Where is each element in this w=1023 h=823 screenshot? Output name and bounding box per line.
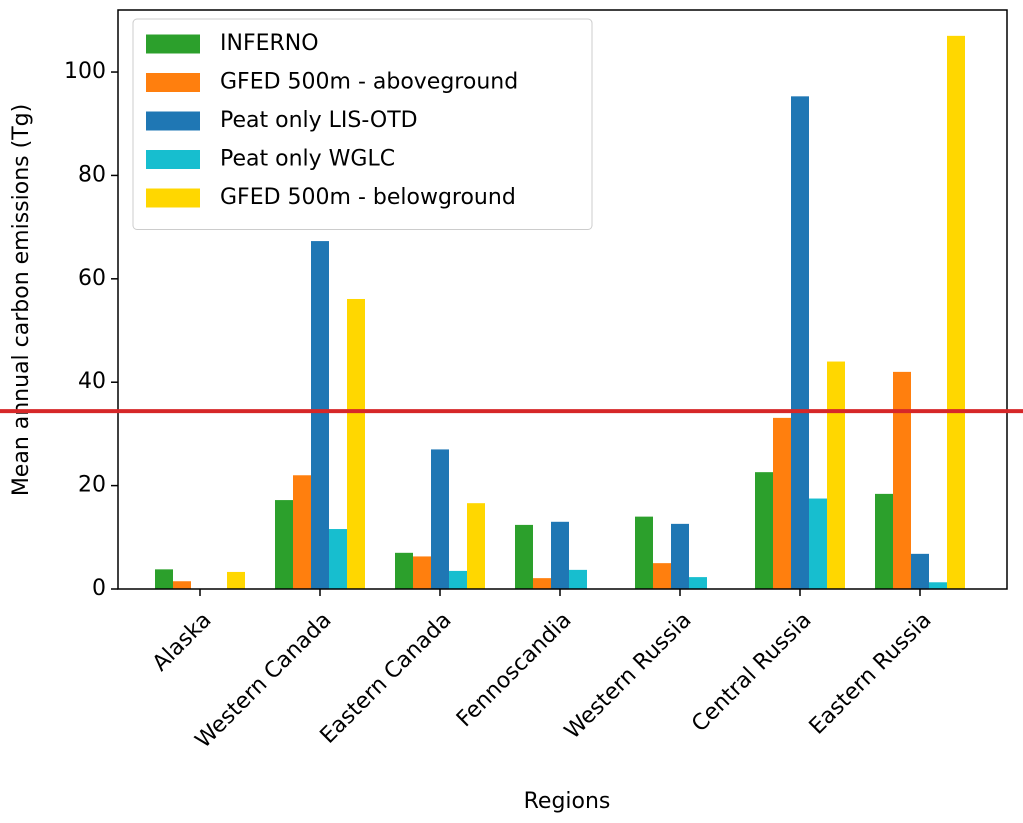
bar xyxy=(275,500,293,589)
x-tick-label: Eastern Canada xyxy=(316,608,457,749)
y-tick-label: 100 xyxy=(64,59,106,84)
plot-frame xyxy=(117,9,1008,590)
legend-swatch xyxy=(146,34,200,54)
legend-label: GFED 500m - belowground xyxy=(220,185,516,210)
legend-swatch xyxy=(146,150,200,169)
bar xyxy=(431,449,449,589)
bar xyxy=(791,96,809,589)
bar xyxy=(947,35,965,590)
bar xyxy=(395,552,413,589)
bar xyxy=(533,578,551,589)
bar xyxy=(227,571,245,589)
legend-label: GFED 500m - aboveground xyxy=(220,70,518,95)
bar xyxy=(155,569,173,589)
bar xyxy=(755,472,773,589)
bar xyxy=(875,493,893,589)
legend-swatch xyxy=(146,188,200,208)
y-tick-label: 40 xyxy=(78,369,106,394)
bar xyxy=(671,523,689,589)
bar xyxy=(413,556,431,589)
x-axis-label: Regions xyxy=(524,789,611,814)
legend-label: Peat only WGLC xyxy=(220,147,395,172)
bar xyxy=(311,241,329,589)
bar xyxy=(929,582,947,589)
x-tick-label: Alaska xyxy=(148,608,217,677)
bar xyxy=(911,553,929,589)
bar xyxy=(467,503,485,589)
legend-label: INFERNO xyxy=(220,31,319,56)
bar xyxy=(809,498,827,589)
bar xyxy=(773,417,791,589)
bar xyxy=(635,516,653,589)
y-tick-label: 80 xyxy=(78,162,106,187)
bar xyxy=(689,577,707,589)
legend-box xyxy=(132,18,593,230)
legend-swatch xyxy=(146,73,200,92)
bar xyxy=(173,581,191,589)
x-tick-label: Western Russia xyxy=(560,608,696,744)
bar xyxy=(827,361,845,589)
bar xyxy=(449,570,467,589)
legend-swatch xyxy=(146,111,200,131)
y-tick-label: 0 xyxy=(92,576,106,601)
y-axis-label: Mean annual carbon emissions (Tg) xyxy=(9,104,34,496)
bar xyxy=(347,298,365,589)
bar xyxy=(893,371,911,589)
legend-label: Peat only LIS-OTD xyxy=(220,108,418,133)
bar xyxy=(551,521,569,589)
x-tick-label: Western Canada xyxy=(191,608,337,754)
bar xyxy=(329,529,347,589)
x-tick-label: Eastern Russia xyxy=(805,608,937,740)
bar xyxy=(515,524,533,589)
bar xyxy=(293,475,311,589)
x-tick-label: Fennoscandia xyxy=(452,608,576,732)
y-tick-label: 60 xyxy=(78,266,106,291)
bar xyxy=(569,569,587,589)
y-tick-label: 20 xyxy=(78,473,106,498)
x-tick-label: Central Russia xyxy=(687,608,816,737)
bar xyxy=(653,563,671,589)
